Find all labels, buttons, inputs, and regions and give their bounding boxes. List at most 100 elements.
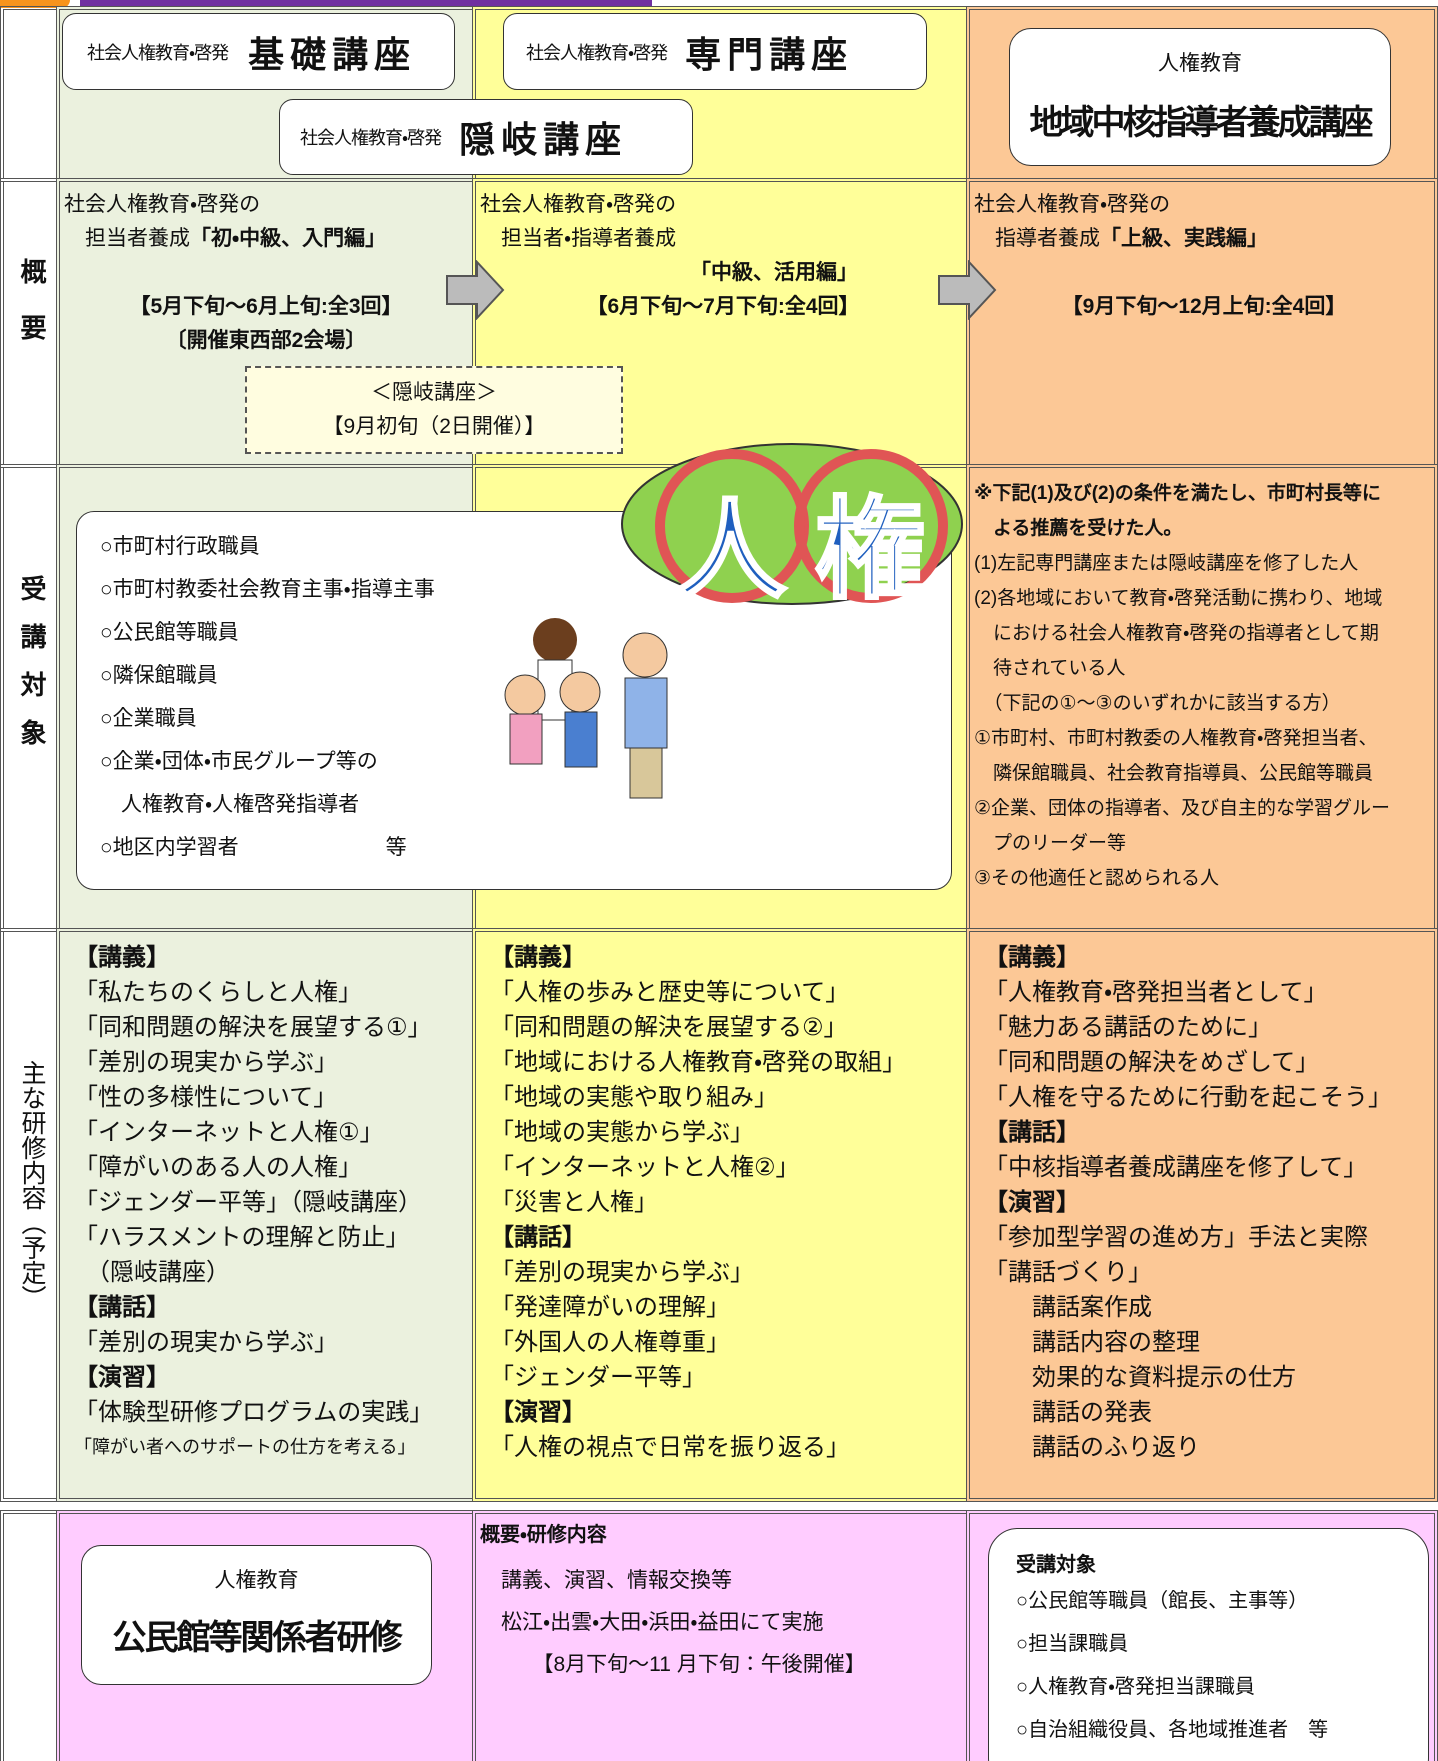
text-line: ○公民館等職員（館長、主事等） [1016,1590,1309,1612]
text-block: 講義、演習、情報交換等 松江・出雲・大田・浜田・益田にて実施 【8月下旬～11 … [480,1560,866,1686]
text-line: 〔開催東西部2会場〕 [165,329,367,352]
text-line: 【演習】 [74,1364,170,1391]
text-line: ○企業職員 [100,707,197,730]
text-block: 【講義】 「人権の歩みと歴史等について」 「同和問題の解決を展望する②」 「地域におけ… [490,940,906,1465]
text-line: 隣保館職員、社会教育指導員、公民館等職員 [974,763,1374,784]
text-line: 「インターネットと人権①」 [74,1119,384,1146]
text-line: 担当者・指導者養成 [480,227,677,250]
course-title: 隠岐講座 [459,119,628,160]
text-line: 「講話づくり」 [984,1259,1152,1286]
text-line: ○担当課職員 [1016,1633,1129,1655]
text-line: ○地区内学習者 等 [100,836,407,859]
text-block: 【講義】 「私たちのくらしと人権」 「同和問題の解決を展望する①」 「差別の現実から学… [74,940,433,1465]
text-line: 【演習】 [984,1189,1080,1216]
text-segment: 「上級、実践編」 [1100,227,1268,250]
course-title: 公民館等関係者研修 [112,1619,403,1657]
text-line: 「参加型学習の進め方」手法と実際 [984,1224,1368,1251]
course-box: 社会人権教育・啓発 隠岐講座 [279,99,693,175]
text-line: 「災害と人権」 [490,1189,658,1216]
cell [0,6,60,182]
arrow [446,260,505,320]
text-line: 「同和問題の解決をめざして」 [984,1049,1320,1076]
text-line: ①市町村、市町村教委の人権教育・啓発担当者、 [974,728,1378,749]
text-line: 講話案作成 [984,1294,1152,1321]
text-line: （隠岐講座） [74,1259,230,1286]
text-line: 「ジェンダー平等」 [490,1364,706,1391]
text-line: 講話の発表 [984,1399,1152,1426]
text-block: 社会人権教育・啓発の 担当者養成「初・中級、入門編」 [64,188,386,256]
text-line: ③その他適任と認められる人 [974,868,1220,889]
text-line: 「差別の現実から学ぶ」 [74,1329,338,1356]
course-prefix: 社会人権教育・啓発 [87,42,229,63]
text-line: 「人権を守るために行動を起こそう」 [984,1084,1392,1111]
text-block: 【講義】 「人権教育・啓発担当者として」 「魅力ある講話のために」 「同和問題の解決を… [984,940,1392,1465]
text-line: 担当者養成「初・中級、入門編」 [64,222,386,256]
cell [966,178,1438,468]
illustration [504,618,668,799]
text-line: プのリーダー等 [974,833,1127,854]
cloud [621,443,963,605]
text-line: ○自治組織役員、各地域推進者 等 [1016,1719,1329,1741]
row-label: 概要 [17,258,47,370]
text-line: 社会人権教育・啓発の [974,193,1171,216]
text-line: 「地域における人権教育・啓発の取組」 [490,1049,907,1076]
text-segment: 「初・中級、入門編」 [190,227,387,250]
text-line: 【講話】 [490,1224,586,1251]
text-block: ○市町村行政職員 ○市町村教委社会教育主事・指導主事 ○公民館等職員 ○隣保館職員 ○企… [100,525,435,869]
course-prefix: 人権教育 [1158,52,1242,75]
text-line: 「私たちのくらしと人権」 [74,979,362,1006]
text-line: (1)左記専門講座または隠岐講座を修了した人 [974,553,1359,574]
text-line: 【講話】 [984,1119,1080,1146]
text-line: 講話のふり返り [984,1434,1200,1461]
text-line: 「中核指導者養成講座を修了して」 [984,1154,1368,1181]
decor [0,0,70,8]
heading: 概要・研修内容 [480,1524,607,1546]
text-block: ＜隠岐講座＞ 【9月初旬（2日開催）】 [245,366,623,454]
text-line: 社会人権教育・啓発の [64,193,261,216]
text-block: 【6月下旬～7月下旬:全4回】 [476,290,970,324]
text-segment: 担当者養成 [64,227,190,250]
cell [966,464,1438,932]
text-line: 「インターネットと人権②」 [490,1154,800,1181]
row-label: 受講対象 [17,575,47,767]
text-line: 待されている人 [974,658,1126,679]
text-block: 社会人権教育・啓発の 指導者養成「上級、実践編」 [974,188,1268,256]
cell [56,928,476,1502]
cell [472,928,970,1502]
text-block: 【9月下旬～12月上旬:全4回】 [970,290,1438,324]
course-box: 社会人権教育・啓発 専門講座 [503,13,927,90]
text-block: 社会人権教育・啓発の 担当者・指導者養成 [480,188,676,256]
text-line: 「外国人の人権尊重」 [490,1329,730,1356]
target-box [988,1528,1429,1761]
text-line: 「ジェンダー平等」（隠岐講座） [74,1189,422,1216]
text-line: 【5月下旬～6月上旬:全3回】 [129,295,403,318]
cell [966,928,1438,1502]
text-line: 「中級、活用編」 [690,261,858,284]
text-line: ○市町村行政職員 [100,535,260,558]
cloud-text: 人 [675,488,788,614]
text-line: 人権教育・人権啓発指導者 [100,793,360,816]
course-box: 人権教育 公民館等関係者研修 [81,1545,432,1685]
text-line: よる推薦を受けた人。 [974,518,1183,539]
text-line: 社会人権教育・啓発の [480,193,677,216]
text-line: 「障がいのある人の人権」 [74,1154,362,1181]
text-line: 指導者養成「上級、実践編」 [974,222,1268,256]
text-line: ○公民館等職員 [100,621,239,644]
text-line: 「発達障がいの理解」 [490,1294,730,1321]
text-line: 「同和問題の解決を展望する①」 [74,1014,432,1041]
text-block: ※下記(1)及び(2)の条件を満たし、市町村長等に よる推薦を受けた人。 (1)左… [974,476,1390,896]
text-line: 【8月下旬～11 月下旬：午後開催】 [480,1653,866,1676]
text-line: (2)各地域において教育・啓発活動に携わり、地域 [974,588,1383,609]
arrow [938,260,997,320]
text-line: ○市町村教委社会教育主事・指導主事 [100,578,435,601]
text-line: 「差別の現実から学ぶ」 [74,1049,338,1076]
text-segment: 指導者養成 [974,227,1100,250]
text-line: 【9月初旬（2日開催）】 [322,415,546,438]
text-line: 「性の多様性について」 [74,1084,338,1111]
course-prefix: 社会人権教育・啓発 [526,42,668,63]
decor [80,0,652,7]
text-line: 「体験型研修プログラムの実践」 [74,1399,434,1426]
text-line: 「同和問題の解決を展望する②」 [490,1014,848,1041]
text-line: 松江・出雲・大田・浜田・益田にて実施 [480,1611,824,1634]
text-block: 【5月下旬～6月上旬:全3回】 〔開催東西部2会場〕 [64,290,468,358]
